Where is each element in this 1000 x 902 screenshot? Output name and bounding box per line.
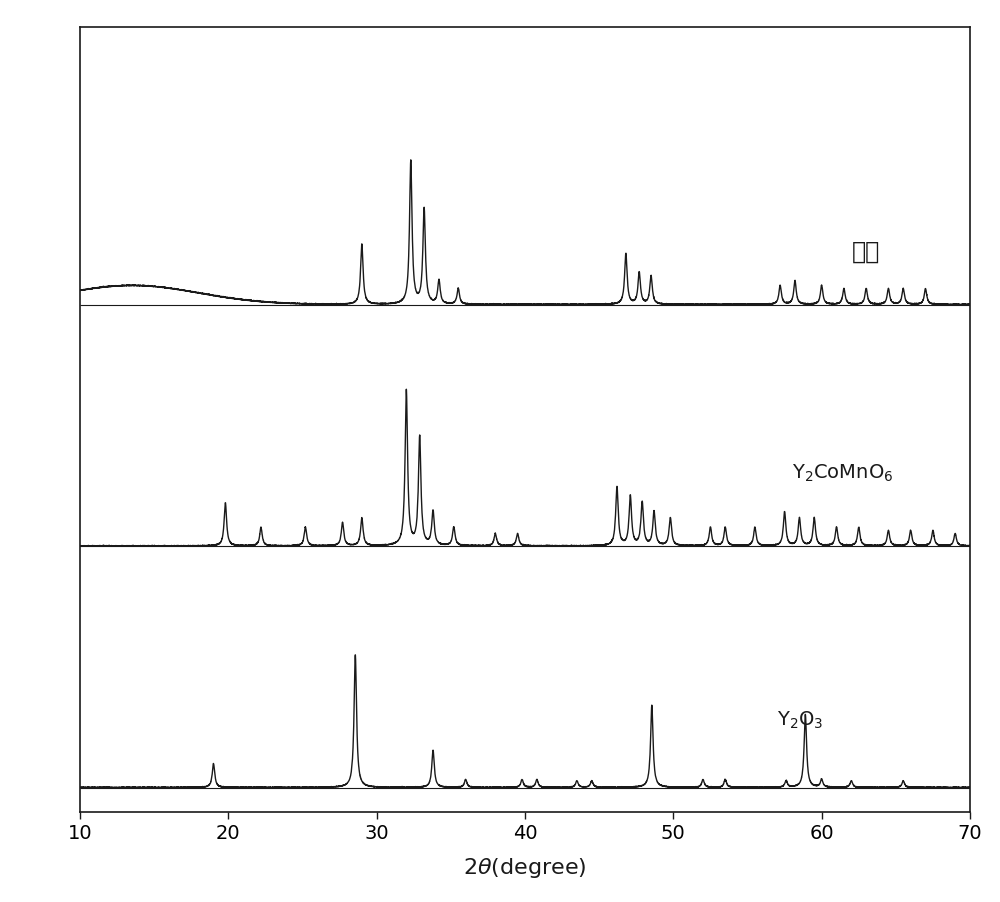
Text: Y$_2$CoMnO$_6$: Y$_2$CoMnO$_6$: [792, 463, 893, 484]
Text: 样品: 样品: [851, 240, 880, 263]
X-axis label: 2$\theta$(degree): 2$\theta$(degree): [463, 857, 587, 880]
Text: Y$_2$O$_3$: Y$_2$O$_3$: [777, 709, 824, 731]
